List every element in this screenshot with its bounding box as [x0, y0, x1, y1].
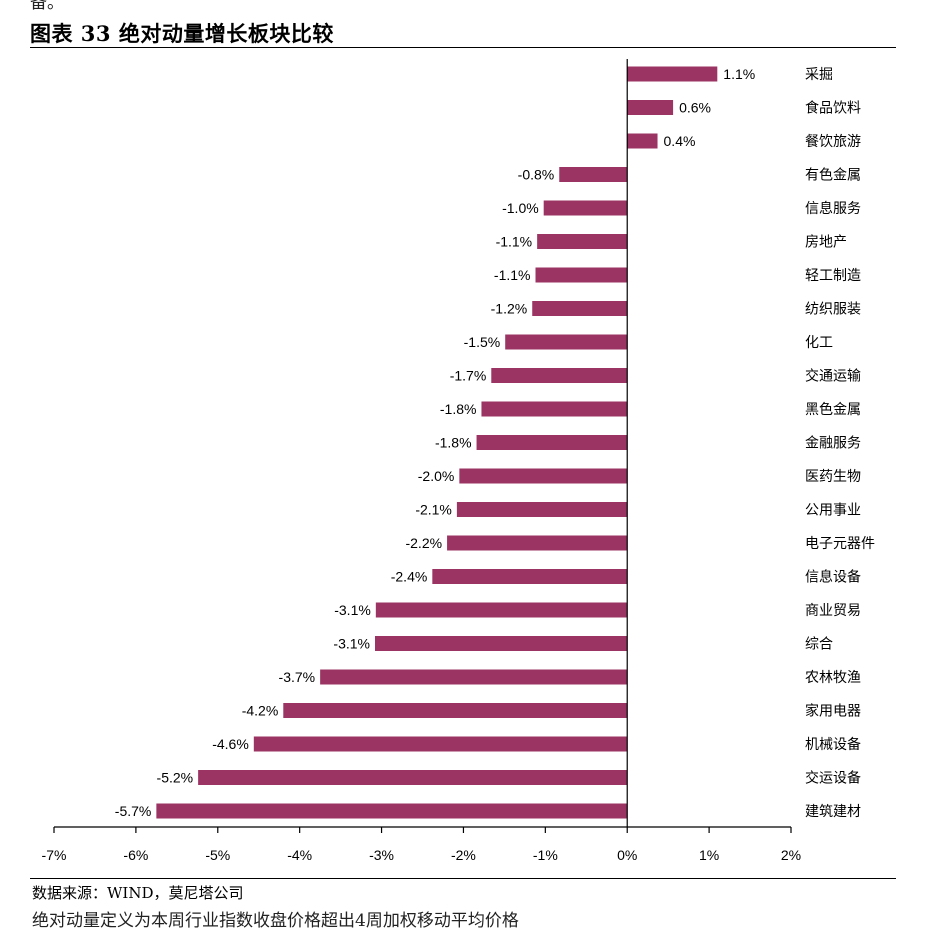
axes-group: -7% -6% -5% -4% -3% -2% -1% 0% 1% 2%	[42, 59, 801, 863]
data-label: -1.5%	[464, 334, 501, 350]
category-label: 家用电器	[805, 703, 861, 720]
data-label: 1.1%	[723, 66, 755, 82]
x-tick-label: -6%	[123, 847, 148, 863]
bar	[537, 234, 628, 249]
bar	[447, 535, 628, 551]
bar	[627, 66, 718, 82]
bar	[156, 803, 628, 819]
bar-chart: 1.1% 0.6% 0.4% -0.8% -1.0% -1.1% -1.1% -1.2% -1.…	[42, 59, 875, 863]
data-label: -2.4%	[391, 569, 428, 585]
x-tick-label: 0%	[617, 847, 637, 863]
data-label: -1.8%	[435, 435, 472, 451]
category-label: 采掘	[805, 67, 833, 83]
category-label: 交运设备	[805, 770, 861, 787]
category-label: 有色金属	[805, 167, 861, 184]
top-text-fragment: 备。	[30, 0, 64, 13]
bar	[559, 167, 628, 182]
category-label: 建筑建材	[805, 804, 861, 820]
data-label: -1.2%	[491, 301, 528, 317]
data-label: -2.0%	[418, 468, 455, 484]
bar	[543, 200, 628, 216]
value-labels-group: 1.1% 0.6% 0.4% -0.8% -1.0% -1.1% -1.1% -1.2% -1.…	[115, 66, 755, 819]
data-label: -5.2%	[157, 770, 194, 786]
category-label: 机械设备	[805, 736, 861, 753]
data-label: 0.6%	[679, 100, 711, 116]
bar	[627, 100, 674, 115]
category-label: 金融服务	[805, 436, 861, 452]
bars-group	[156, 66, 718, 819]
category-label: 信息服务	[805, 200, 861, 217]
data-label: -3.1%	[333, 636, 370, 652]
data-label: -1.8%	[440, 401, 477, 417]
bar	[432, 569, 628, 584]
bar	[283, 703, 628, 718]
x-tick-label: -4%	[287, 847, 312, 863]
x-tick-label: -3%	[369, 847, 394, 863]
x-tick-label: -5%	[205, 847, 230, 863]
bar	[481, 401, 628, 417]
bar	[491, 368, 628, 383]
bar	[198, 770, 628, 785]
data-label: -2.1%	[415, 502, 452, 518]
data-label: -5.7%	[115, 803, 152, 819]
category-label: 电子元器件	[805, 536, 875, 552]
category-label: 综合	[805, 637, 833, 653]
category-label: 农林牧渔	[805, 670, 861, 686]
bar	[253, 736, 628, 752]
bar	[535, 267, 628, 283]
title-divider	[30, 47, 896, 48]
data-label: -1.7%	[450, 368, 487, 384]
bar	[375, 602, 628, 618]
x-tick-label: -2%	[451, 847, 476, 863]
x-tick-label: -1%	[533, 847, 558, 863]
category-label: 化工	[805, 335, 833, 351]
bar	[320, 669, 628, 685]
data-label: -1.0%	[502, 200, 539, 216]
data-label: 0.4%	[664, 133, 696, 149]
bar	[459, 468, 628, 484]
data-label: -4.2%	[242, 703, 279, 719]
data-label: -4.6%	[212, 736, 249, 752]
bar	[375, 636, 628, 651]
data-label: -1.1%	[494, 267, 531, 283]
bar	[627, 133, 658, 149]
data-label: -2.2%	[405, 535, 442, 551]
category-label: 医药生物	[805, 469, 861, 485]
category-label: 餐饮旅游	[805, 134, 861, 150]
category-label: 纺织服装	[805, 302, 861, 318]
category-label: 轻工制造	[805, 268, 861, 284]
category-label: 信息设备	[805, 569, 861, 586]
x-tick-label: -7%	[42, 847, 67, 863]
bar	[476, 435, 628, 450]
x-tick-label: 1%	[699, 847, 719, 863]
category-label: 食品饮料	[805, 100, 861, 117]
data-source-note: 数据来源：WIND，莫尼塔公司	[32, 884, 244, 902]
category-label: 交通运输	[805, 368, 861, 385]
category-label: 房地产	[805, 235, 847, 251]
category-labels-group: 采掘食品饮料餐饮旅游有色金属信息服务房地产轻工制造纺织服装化工交通运输黑色金属金…	[805, 67, 875, 820]
data-label: -1.1%	[496, 234, 533, 250]
category-label: 公用事业	[805, 503, 861, 519]
data-label: -3.7%	[279, 669, 316, 685]
category-label: 商业贸易	[805, 603, 861, 619]
data-label: -3.1%	[334, 602, 371, 618]
data-label: -0.8%	[518, 167, 555, 183]
chart-title: 图表 33 绝对动量增长板块比较	[30, 21, 334, 46]
bar	[505, 334, 628, 350]
category-label: 黑色金属	[805, 401, 861, 418]
x-tick-label: 2%	[781, 847, 801, 863]
bar	[532, 301, 628, 316]
bar	[456, 502, 628, 517]
bottom-text-fragment: 绝对动量定义为本周行业指数收盘价格超出4周加权移动平均价格	[32, 911, 519, 931]
source-divider	[30, 878, 896, 879]
